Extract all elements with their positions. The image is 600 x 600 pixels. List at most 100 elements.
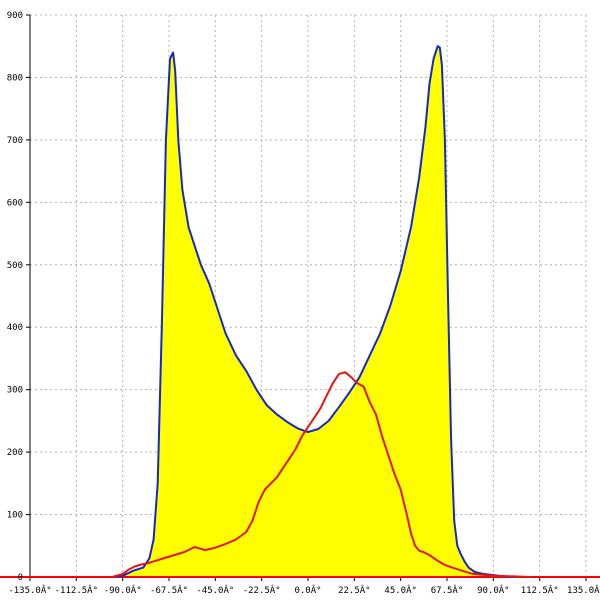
series-2-point xyxy=(529,576,532,578)
series-2-point xyxy=(387,454,389,456)
series-2-point xyxy=(350,376,352,378)
series-1-point xyxy=(188,226,190,228)
series-2-point xyxy=(111,576,113,578)
series-1-point xyxy=(428,83,431,85)
series-1-point xyxy=(400,270,402,272)
series-1-point xyxy=(172,51,174,54)
series-lines xyxy=(111,45,532,578)
series-1-point xyxy=(169,58,171,60)
series-1-point xyxy=(424,126,426,128)
y-tick-label: 100 xyxy=(7,511,23,521)
x-tick-label: 0.0Â° xyxy=(294,584,321,596)
series-1-point xyxy=(194,245,196,247)
series-2-point xyxy=(381,435,383,438)
series-2-point xyxy=(461,570,463,572)
series-1-point xyxy=(181,189,183,191)
series-1-point xyxy=(459,552,461,554)
series-2-point xyxy=(159,558,161,561)
x-tick-label: 22.5Â° xyxy=(338,584,371,596)
series-2-point xyxy=(414,545,416,547)
series-1-point xyxy=(369,354,371,356)
series-1-point xyxy=(328,420,330,422)
series-1-point xyxy=(450,439,452,441)
series-2-point xyxy=(122,573,124,575)
series-2-point xyxy=(418,550,420,552)
series-1-point xyxy=(437,45,439,47)
series-2-point xyxy=(406,514,408,516)
series-2-point xyxy=(204,549,206,551)
series-2-point xyxy=(140,563,142,566)
series-1-point xyxy=(200,264,202,266)
series-1-point xyxy=(468,567,470,569)
series-2-point xyxy=(435,558,437,561)
series-2-point xyxy=(319,407,321,409)
series-1-point xyxy=(225,332,227,335)
series-1-point xyxy=(161,326,163,328)
x-tick-label: -90.0Â° xyxy=(104,584,142,596)
series-2-point xyxy=(167,556,169,558)
series-2-point xyxy=(146,562,148,564)
series-2-point xyxy=(175,553,177,556)
series-1-point xyxy=(142,567,144,569)
series-1-point xyxy=(441,64,443,66)
series-2-point xyxy=(344,371,346,373)
series-2-point xyxy=(325,395,328,397)
series-2-point xyxy=(451,567,453,569)
series-2-point xyxy=(472,573,474,575)
y-tick-label: 700 xyxy=(7,136,23,146)
series-2-point xyxy=(282,467,284,469)
series-1-point xyxy=(444,139,446,141)
axes xyxy=(0,14,600,581)
series-2-point xyxy=(513,575,515,578)
series-1-point xyxy=(174,70,176,72)
series-1-point xyxy=(148,557,150,559)
series-1-point xyxy=(165,139,167,141)
series-1-point xyxy=(456,545,458,547)
series-1-point xyxy=(122,575,124,577)
series-2-point xyxy=(214,547,216,549)
series-1-point xyxy=(245,370,247,372)
series-1-point xyxy=(358,376,361,378)
series-2-point xyxy=(338,373,340,375)
series-2-point xyxy=(134,565,136,568)
y-tick-label: 500 xyxy=(7,261,23,271)
series-1-point xyxy=(266,404,268,406)
series-1-point xyxy=(317,428,319,430)
series-1-point xyxy=(379,332,381,335)
series-2-point xyxy=(276,476,278,478)
series-2-point xyxy=(443,563,445,566)
series-2-point xyxy=(270,482,272,484)
series-1-point xyxy=(410,226,412,228)
series-1-point xyxy=(307,431,309,433)
series-1-point xyxy=(348,392,350,394)
y-tick-label: 600 xyxy=(7,198,23,208)
tick-labels: -135.0Â° -112.5Â° -90.0Â° -67.5Â° -45.0Â° -22… xyxy=(7,11,600,596)
x-tick-label: -45.0Â° xyxy=(196,584,234,596)
series-1-point xyxy=(474,571,476,573)
series-2-point xyxy=(422,551,424,553)
series-2-point xyxy=(400,489,402,491)
y-tick-label: 400 xyxy=(7,323,23,333)
series-1-point xyxy=(418,176,420,178)
x-tick-label: -112.5Â° xyxy=(55,584,98,596)
series-2-point xyxy=(183,551,185,553)
series-1-point xyxy=(276,414,278,416)
series-2-point xyxy=(428,554,431,556)
series-1-line xyxy=(112,45,514,578)
series-2-point xyxy=(393,473,396,475)
y-tick-label: 200 xyxy=(7,448,23,458)
series-1-point xyxy=(453,520,455,522)
y-tick-label: 900 xyxy=(7,11,23,21)
series-2-point xyxy=(332,382,334,384)
series-1-fill xyxy=(112,46,514,577)
series-2-point xyxy=(225,543,227,545)
series-2-point xyxy=(356,382,358,384)
series-2-point xyxy=(363,385,365,388)
series-2-point xyxy=(258,501,260,503)
series-1-point xyxy=(132,570,134,572)
series-2-point xyxy=(301,435,303,438)
series-1-point xyxy=(216,307,218,310)
series-2-point xyxy=(295,448,297,450)
y-tick-label: 300 xyxy=(7,386,23,396)
